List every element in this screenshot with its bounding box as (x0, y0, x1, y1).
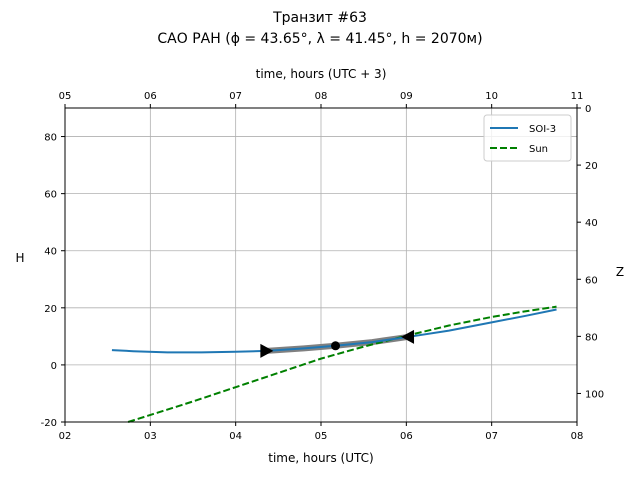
y-right-tick-label: 40 (585, 218, 598, 229)
series-soi3 (111, 308, 557, 354)
x-top-tick-label: 05 (59, 91, 72, 102)
y-right-tick-label: 0 (585, 104, 591, 115)
x-tick-label: 07 (485, 431, 498, 442)
y-tick-label: 80 (44, 133, 57, 144)
x-tick-label: 08 (571, 431, 584, 442)
chart-title: Транзит #63 (272, 10, 367, 26)
x-top-tick-label: 06 (144, 91, 157, 102)
x-top-tick-label: 07 (229, 91, 242, 102)
y-tick-label: 20 (44, 304, 57, 315)
marker-end-triangle (401, 329, 415, 344)
axes-frame (64, 107, 578, 423)
series-sun (127, 305, 557, 423)
x-top-tick-label: 11 (571, 91, 584, 102)
y-axis-right-label: Z (616, 265, 624, 279)
legend-label-sun: Sun (529, 144, 548, 155)
x-tick-label: 06 (400, 431, 413, 442)
chart-subtitle: САО РАН (ϕ = 43.65°, λ = 41.45°, h = 207… (157, 31, 482, 47)
x-tick-label: 04 (229, 431, 242, 442)
x-tick-label: 05 (315, 431, 328, 442)
y-tick-label: 0 (51, 361, 57, 372)
legend: SOI-3 Sun (483, 114, 572, 162)
legend-label-soi3: SOI-3 (529, 124, 556, 135)
y-tick-label: -20 (41, 418, 57, 429)
x-tick-label: 02 (59, 431, 72, 442)
marker-start-triangle (260, 343, 274, 358)
x-tick-label: 03 (144, 431, 157, 442)
y-right-tick-label: 100 (585, 389, 604, 400)
y-tick-label: 40 (44, 247, 57, 258)
y-right-tick-label: 20 (585, 161, 598, 172)
y-tick-label: 60 (44, 190, 57, 201)
marker-mid-circle (331, 341, 341, 351)
x-top-tick-label: 09 (400, 91, 413, 102)
x-axis-label: time, hours (UTC) (268, 451, 373, 465)
y-right-tick-label: 60 (585, 275, 598, 286)
x-top-tick-label: 08 (315, 91, 328, 102)
y-axis-label: H (15, 251, 24, 265)
x-axis-top-label: time, hours (UTC + 3) (256, 67, 387, 81)
y-right-tick-label: 80 (585, 332, 598, 343)
x-top-tick-label: 10 (485, 91, 498, 102)
